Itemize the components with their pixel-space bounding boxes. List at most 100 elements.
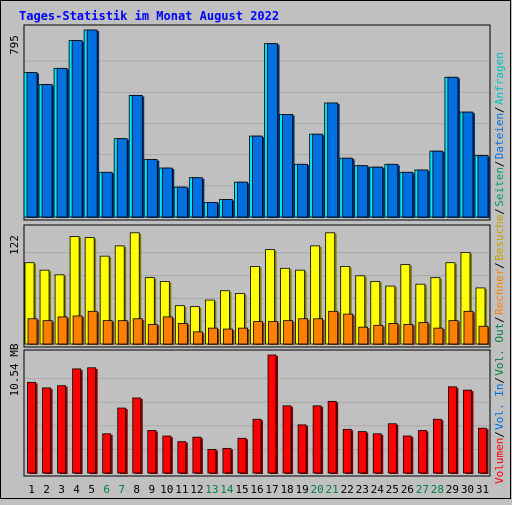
legend-entry-rechner: Rechner (493, 268, 506, 315)
bar-Rechner-day-22 (343, 313, 354, 345)
chart-title: Tages-Statistik im Monat August 2022 (19, 9, 279, 23)
x-tick-label-day-28: 28 (431, 483, 444, 496)
bar-Volumen-day-2 (42, 387, 51, 474)
bar-Dateien-day-19 (297, 163, 308, 218)
bar-Rechner-day-20 (313, 318, 324, 345)
legend-separator: / (493, 208, 506, 215)
x-tick-label-day-5: 5 (88, 483, 95, 496)
bar-Volumen-day-25 (387, 423, 397, 474)
bar-Dateien-day-12 (191, 177, 203, 218)
bar-Dateien-day-9 (146, 159, 158, 218)
bar-Dateien-day-21 (327, 102, 339, 218)
x-tick-label-day-16: 16 (250, 483, 263, 496)
bar-Volumen-day-31 (478, 427, 487, 474)
bar-Dateien-day-25 (387, 163, 399, 218)
x-tick-label-day-22: 22 (341, 483, 354, 496)
x-tick-label-day-27: 27 (416, 483, 429, 496)
bar-Dateien-day-13 (207, 202, 218, 218)
bar-Volumen-day-11 (177, 441, 187, 474)
bar-Rechner-day-31 (478, 325, 489, 345)
axis-max-label-visits: 122 (8, 235, 21, 255)
bar-Volumen-day-26 (402, 435, 412, 474)
x-axis-labels: 1 2 3 4 5 6 7 8 9 10 11 12 13 14 15 16 17 18 19 20 21 22 23 24 2… (28, 483, 489, 496)
x-tick-label-day-13: 13 (205, 483, 218, 496)
legend-separator: / (493, 161, 506, 168)
legend-separator: / (493, 377, 506, 384)
x-tick-label-day-1: 1 (28, 483, 35, 496)
bar-Dateien-day-23 (357, 165, 369, 218)
bar-Volumen-day-30 (463, 389, 472, 474)
legend-separator: / (493, 316, 506, 323)
bar-Volumen-day-14 (222, 447, 232, 474)
bar-Volumen-day-27 (417, 430, 427, 474)
bar-Volumen-day-20 (312, 405, 322, 474)
bar-Dateien-day-18 (282, 114, 293, 218)
axis-max-label-hits: 795 (8, 35, 21, 55)
bar-Rechner-day-17 (268, 321, 278, 345)
bar-Dateien-day-26 (402, 171, 414, 218)
bar-Rechner-day-21 (328, 310, 339, 345)
bar-Volumen-day-16 (252, 418, 262, 474)
x-tick-label-day-6: 6 (103, 483, 110, 496)
panel-visits: 122 (8, 224, 491, 348)
chart-panels: 795 122 10.54 MB (8, 24, 491, 477)
x-tick-label-day-21: 21 (326, 483, 339, 496)
bar-Volumen-day-3 (57, 385, 66, 474)
x-tick-label-day-7: 7 (118, 483, 125, 496)
x-tick-label-day-23: 23 (356, 483, 369, 496)
bar-Dateien-day-24 (372, 166, 384, 218)
bar-Rechner-day-23 (358, 326, 369, 345)
bar-Rechner-day-28 (433, 327, 444, 345)
bar-Rechner-day-26 (403, 323, 414, 345)
panel-hits: 795 (8, 24, 491, 221)
bar-Dateien-day-4 (71, 40, 83, 218)
panel-volume: 10.54 MB (8, 343, 491, 477)
bar-Rechner-day-13 (208, 327, 218, 345)
bar-Volumen-day-15 (237, 437, 247, 474)
bar-Volumen-day-21 (327, 400, 337, 474)
bar-Rechner-day-14 (223, 328, 233, 345)
bar-Dateien-day-5 (86, 29, 98, 218)
x-tick-label-day-3: 3 (58, 483, 65, 496)
bar-Dateien-day-31 (477, 155, 489, 218)
x-tick-label-day-25: 25 (386, 483, 399, 496)
bar-Volumen-day-7 (117, 407, 127, 474)
legend-entry-seiten: Seiten (493, 167, 506, 207)
bar-Dateien-day-20 (312, 133, 324, 218)
bar-Volumen-day-28 (432, 418, 442, 474)
x-tick-label-day-8: 8 (133, 483, 140, 496)
bar-Rechner-day-9 (147, 323, 158, 345)
x-tick-label-day-19: 19 (295, 483, 308, 496)
bar-Rechner-day-15 (238, 327, 248, 345)
axis-max-label-volume: 10.54 MB (8, 343, 21, 396)
bar-Dateien-day-17 (267, 43, 278, 218)
right-legend: Volumen/Vol. In/Vol. Out/Rechner/Besuche… (493, 52, 506, 484)
bar-Dateien-day-30 (462, 111, 474, 218)
x-tick-label-day-15: 15 (235, 483, 248, 496)
bar-Rechner-day-27 (418, 322, 429, 345)
legend-entry-volumen: Volumen (493, 438, 506, 484)
x-tick-label-day-14: 14 (220, 483, 234, 496)
x-tick-label-day-2: 2 (43, 483, 50, 496)
bar-Rechner-day-24 (373, 324, 384, 345)
legend-entry-dateien: Dateien (493, 113, 506, 159)
bar-Rechner-day-3 (57, 316, 68, 345)
bar-Rechner-day-6 (102, 320, 113, 345)
bar-Rechner-day-7 (117, 320, 128, 345)
bar-Rechner-day-29 (448, 320, 459, 345)
bar-Volumen-day-4 (72, 368, 82, 474)
bar-Dateien-day-22 (342, 157, 354, 218)
bar-Rechner-day-5 (87, 310, 98, 345)
bar-Dateien-day-28 (432, 150, 444, 218)
bar-Dateien-day-29 (447, 76, 459, 218)
bar-Dateien-day-1 (26, 72, 38, 218)
x-tick-label-day-20: 20 (311, 483, 324, 496)
bar-Dateien-day-11 (176, 186, 188, 218)
bar-Dateien-day-16 (252, 135, 263, 218)
x-tick-label-day-11: 11 (175, 483, 188, 496)
x-tick-label-day-29: 29 (446, 483, 459, 496)
bar-Rechner-day-8 (132, 318, 143, 345)
legend-separator: / (493, 431, 506, 438)
